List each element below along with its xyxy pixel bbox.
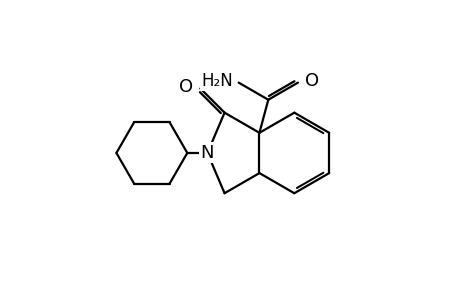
Text: H₂N: H₂N: [201, 72, 232, 90]
Text: O: O: [305, 72, 319, 90]
Text: N: N: [200, 144, 214, 162]
Text: O: O: [179, 78, 193, 96]
